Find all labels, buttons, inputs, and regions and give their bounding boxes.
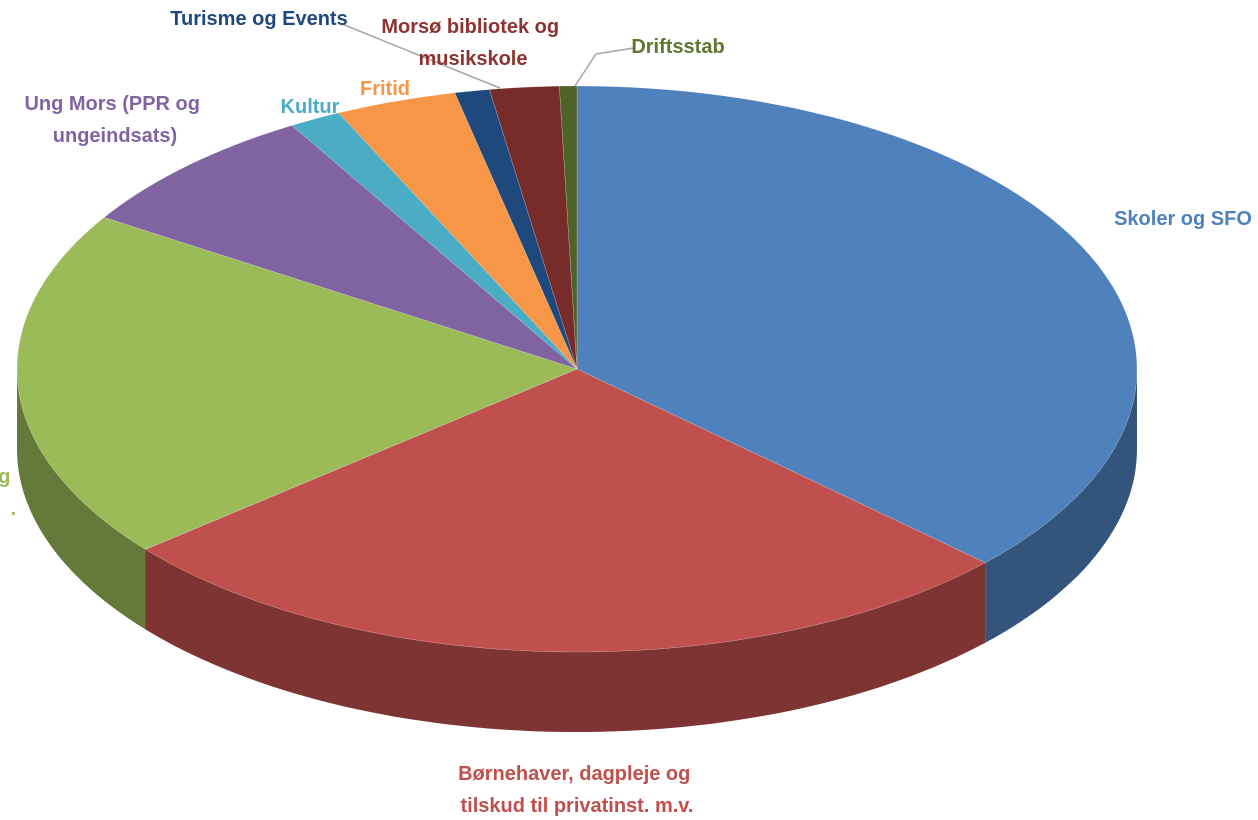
label-line: Turisme og Events (170, 8, 347, 30)
label-line: Driftsstab (631, 36, 724, 58)
slice-side (145, 549, 986, 732)
label-line: og (0, 466, 16, 488)
label-line: Morsø bibliotek og (381, 16, 564, 38)
slice-label: og . (0, 466, 16, 520)
slice-label: Børnehaver, dagpleje og tilskud til priv… (458, 763, 696, 817)
slice-label: Morsø bibliotek og musikskole (381, 16, 564, 70)
slice-label: Skoler og SFO (1114, 208, 1252, 230)
slice-label: Ung Mors (PPR og ungeindsats) (24, 93, 205, 147)
label-line: Kultur (281, 96, 340, 118)
slice (144, 368, 986, 653)
slice (489, 85, 578, 370)
slice (16, 217, 578, 550)
slice-side (985, 369, 1137, 643)
slice-side (17, 369, 146, 630)
label-line: musikskole (419, 48, 528, 70)
slice-side-shade (985, 369, 1137, 643)
slice-label: Fritid (360, 78, 410, 100)
label-line: Skoler og SFO (1114, 208, 1252, 230)
label-line: ungeindsats) (53, 125, 177, 147)
label-line: Ung Mors (PPR og (24, 93, 205, 115)
label-line: Børnehaver, dagpleje og (458, 763, 696, 785)
slice (559, 85, 578, 370)
label-line: tilskud til privatinst. m.v. (460, 795, 693, 817)
slice-label: Turisme og Events (170, 8, 347, 30)
label-line: . (10, 498, 16, 520)
slice-side-shade (145, 549, 986, 732)
slice (338, 92, 578, 370)
label-line: Fritid (360, 78, 410, 100)
slice (576, 85, 1138, 563)
leader-line (574, 47, 635, 87)
slice-side-shade (17, 369, 146, 630)
slice (103, 125, 578, 370)
leader-line (341, 23, 501, 89)
slice-label: Driftsstab (631, 36, 724, 58)
slice-label: Kultur (281, 96, 340, 118)
